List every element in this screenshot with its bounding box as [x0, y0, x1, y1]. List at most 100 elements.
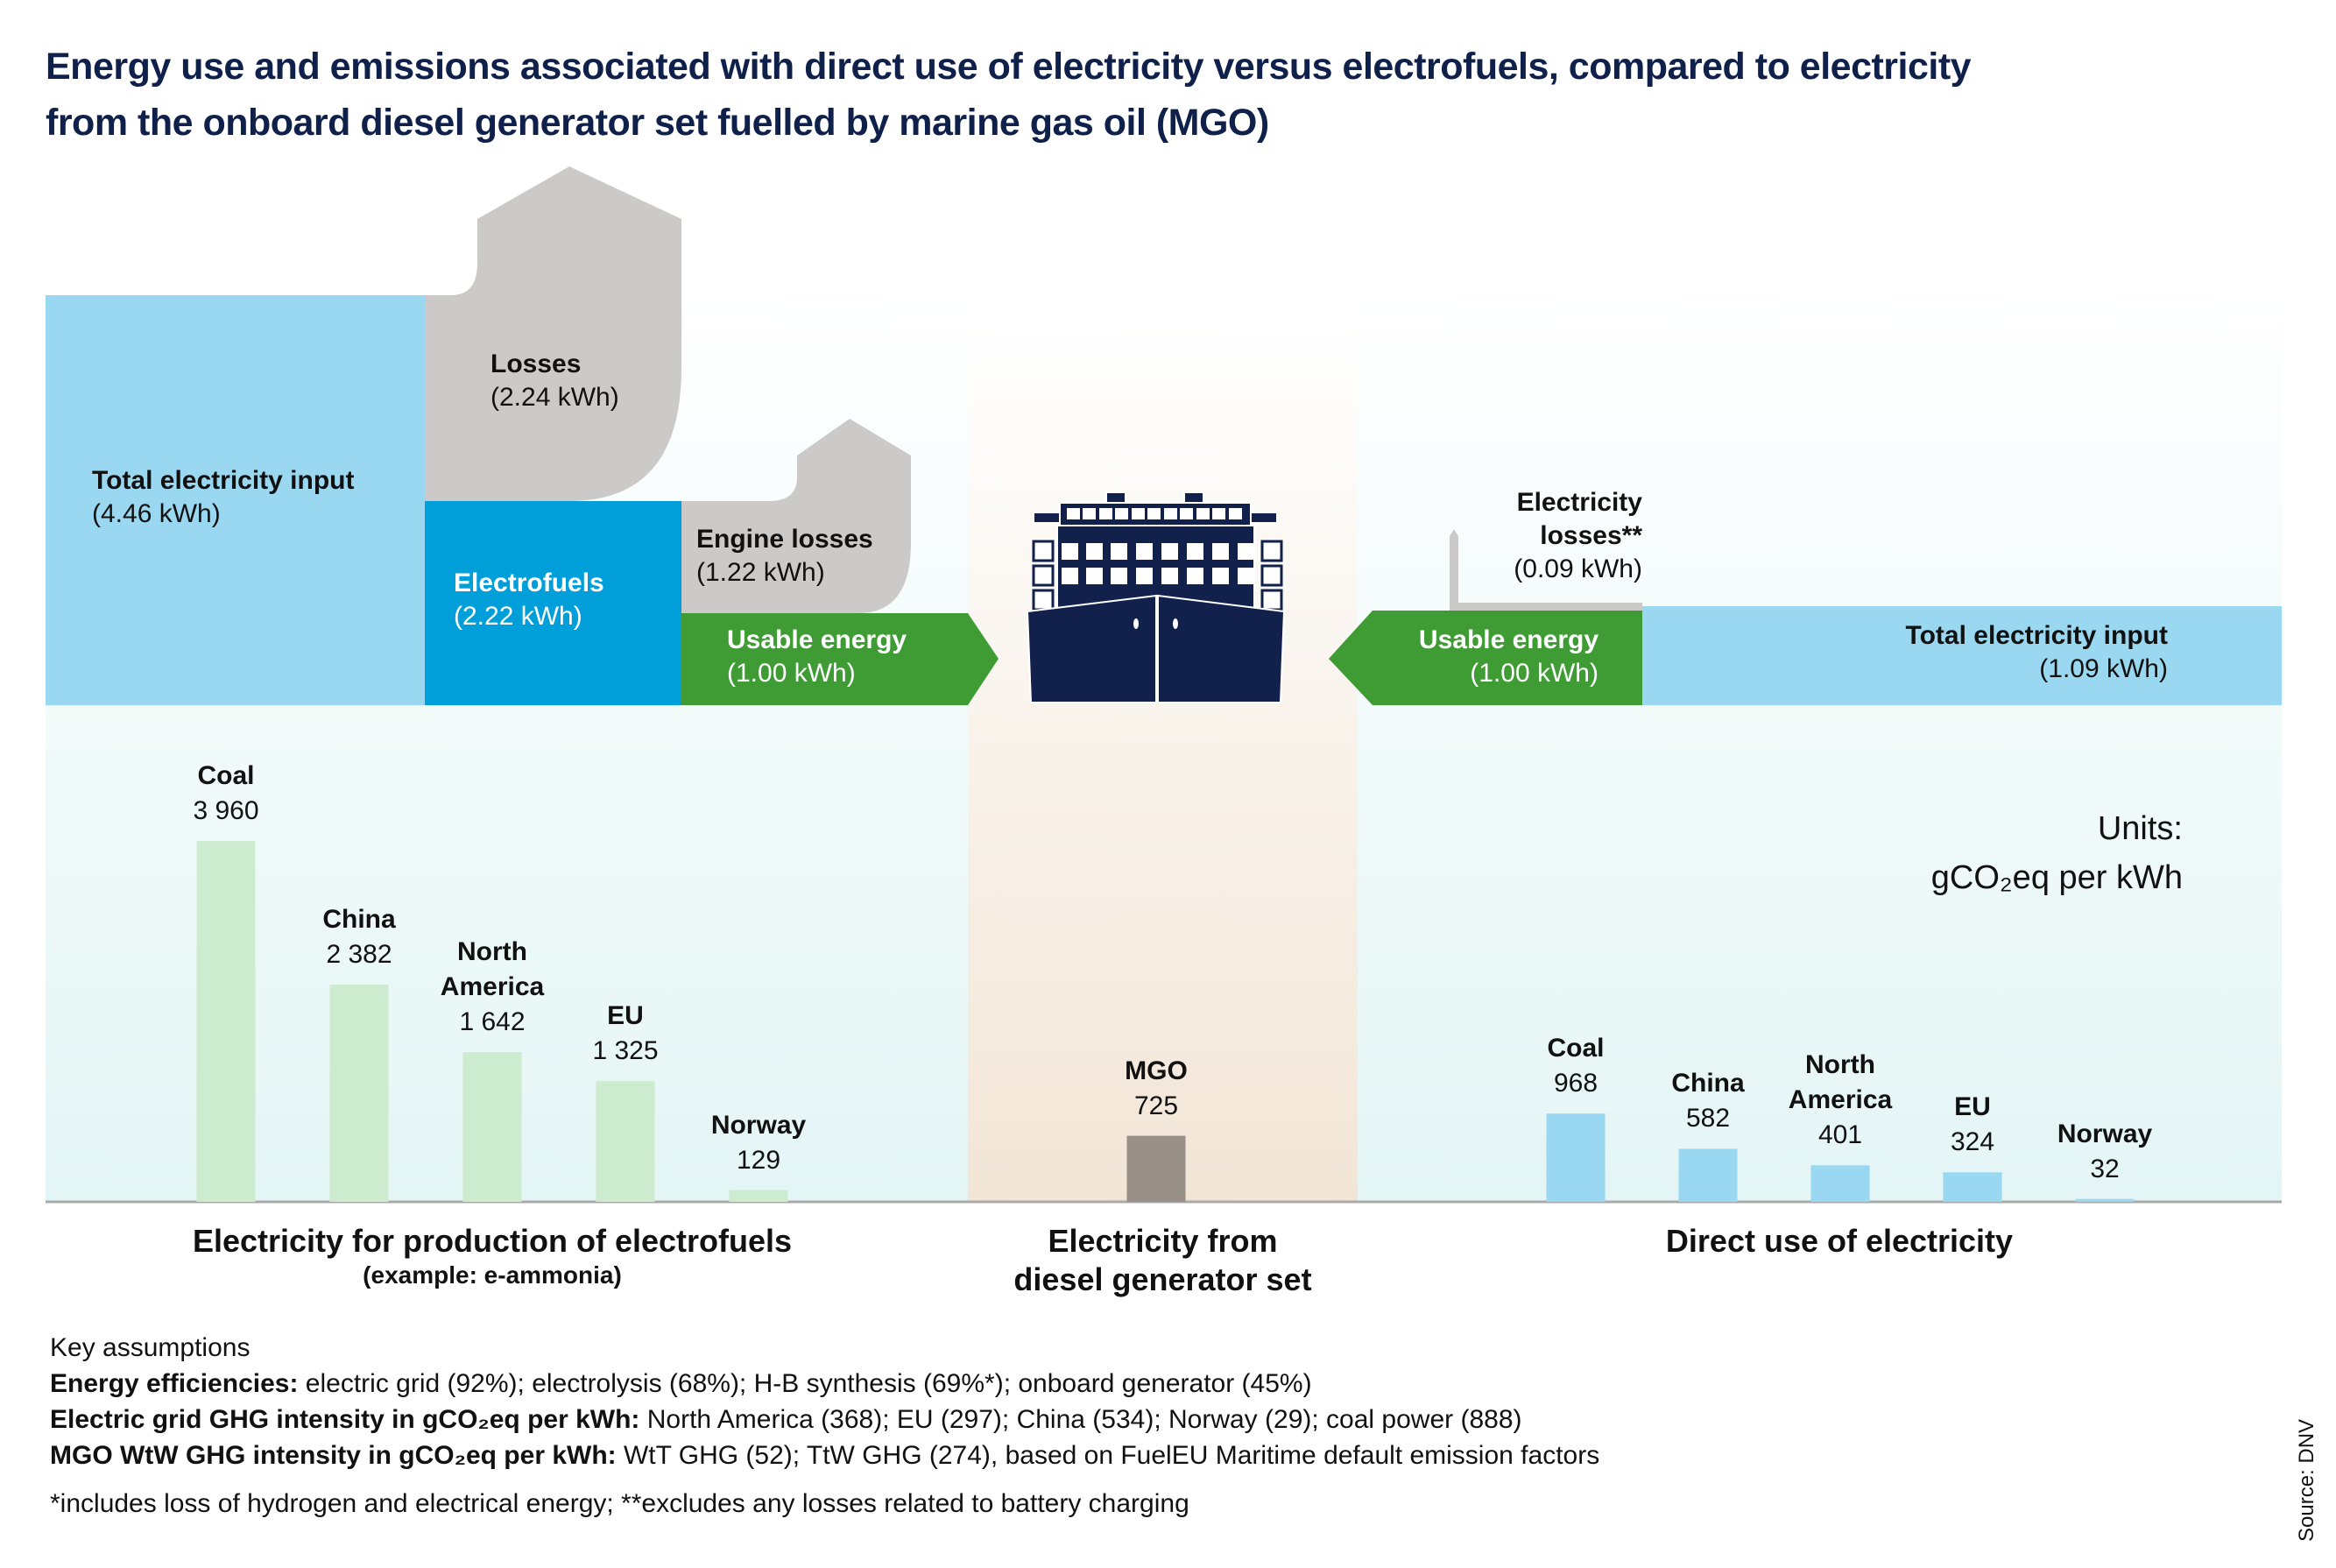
bar-category-label: Coal [197, 761, 255, 790]
chart-title-line1: Energy use and emissions associated with… [46, 46, 1972, 88]
bar-china [329, 985, 389, 1202]
label-total-input-value: (4.46 kWh) [92, 499, 221, 528]
bar-label: China 582 [1620, 1066, 1796, 1136]
source-label: Source: DNV [2295, 1418, 2318, 1542]
bar-category-label: Norway [710, 1110, 807, 1140]
bar-category-label: China [322, 905, 396, 935]
label-usable-left-name: Usable energy [727, 625, 907, 654]
flow-engine-losses-arrow [681, 419, 911, 613]
label-direct-total-input-value: (1.09 kWh) [2039, 654, 2168, 683]
bar-label: North America 401 [1753, 1048, 1928, 1153]
label-total-input: Total electricity input (4.46 kWh) [92, 464, 355, 531]
label-electrofuels-name: Electrofuels [454, 569, 604, 597]
flow-usable-arrow-left [681, 613, 999, 705]
section-electrofuels: Electricity for production of electrofue… [46, 1222, 939, 1290]
bar-value-label: 968 [1553, 1069, 1599, 1098]
key-assumptions-heading: Key assumptions [50, 1333, 251, 1362]
bar-category-label: MGO [1125, 1056, 1188, 1085]
bar-value-label: 582 [1685, 1104, 1731, 1134]
bar-category-label: America [1788, 1085, 1893, 1115]
bar-coal [1546, 1113, 1606, 1202]
key-assumptions: Key assumptions Energy efficiencies: ele… [50, 1330, 2152, 1473]
panel-diesel [968, 324, 1358, 1202]
assumption-row-label: MGO WtW GHG intensity in gCO₂eq per kWh: [50, 1441, 617, 1470]
bar-value-label: 3 960 [193, 796, 259, 825]
label-electrofuels: Electrofuels (2.22 kWh) [454, 567, 604, 633]
bar-china [1678, 1148, 1738, 1202]
label-direct-total-input: Total electricity input (1.09 kWh) [1839, 619, 2169, 686]
label-direct-total-input-name: Total electricity input [1905, 621, 2169, 650]
flow-usable-arrow-right [1329, 611, 1642, 705]
bar-label: EU 324 [1885, 1090, 2060, 1160]
bar-norway [729, 1190, 788, 1202]
label-usable-right-value: (1.00 kWh) [1470, 659, 1599, 688]
bar-value-label: 129 [736, 1145, 781, 1175]
section-direct-title: Direct use of electricity [1665, 1223, 2014, 1259]
label-engine-losses-name: Engine losses [696, 525, 873, 554]
bar-eu [596, 1081, 655, 1202]
footnote: *includes loss of hydrogen and electrica… [50, 1489, 1189, 1518]
label-direct-losses-line1: Electricity [1516, 488, 1642, 517]
assumption-row-label: Energy efficiencies: [50, 1369, 299, 1398]
label-usable-right-name: Usable energy [1418, 625, 1599, 654]
label-engine-losses-value: (1.22 kWh) [696, 558, 825, 587]
assumption-row: Energy efficiencies: electric grid (92%)… [50, 1366, 2152, 1402]
bar-label: EU 1 325 [538, 999, 713, 1069]
units-line1: Units: [2097, 810, 2183, 847]
bar-category-label: Norway [2057, 1119, 2153, 1148]
bar-group [196, 841, 2135, 1202]
bar-north-america [462, 1052, 522, 1202]
assumption-row-label: Electric grid GHG intensity in gCO₂eq pe… [50, 1405, 640, 1434]
bar-category-label: North [1805, 1050, 1875, 1080]
label-direct-losses-value: (0.09 kWh) [1514, 554, 1642, 583]
chart-title: Energy use and emissions associated with… [46, 39, 2288, 151]
label-usable-left: Usable energy (1.00 kWh) [727, 624, 907, 690]
flow-total-input-block [46, 295, 425, 705]
label-direct-losses-line2: losses** [1540, 521, 1642, 550]
bar-label: China 2 382 [272, 902, 447, 972]
section-electrofuels-title: Electricity for production of electrofue… [192, 1223, 793, 1259]
bar-coal [196, 841, 256, 1202]
bar-value-label: 1 325 [592, 1036, 659, 1066]
bar-value-label: 401 [1817, 1120, 1863, 1150]
assumption-row-text: North America (368); EU (297); China (53… [639, 1405, 1522, 1434]
bar-eu [1943, 1172, 2002, 1202]
flow-direct-total-input-block [1642, 606, 2282, 705]
bar-value-label: 32 [2090, 1154, 2120, 1183]
section-electrofuels-subtitle: (example: e-ammonia) [363, 1261, 622, 1289]
panel-direct [1358, 289, 2282, 1202]
assumption-row-text: WtT GHG (52); TtW GHG (274), based on Fu… [616, 1441, 1600, 1470]
bar-category-label: Coal [1547, 1034, 1605, 1063]
assumption-row-text: electric grid (92%); electrolysis (68%);… [298, 1369, 1312, 1398]
assumption-row: MGO WtW GHG intensity in gCO₂eq per kWh:… [50, 1437, 2152, 1473]
bar-value-label: 2 382 [326, 940, 392, 970]
section-diesel: Electricity from diesel generator set [968, 1222, 1358, 1299]
label-direct-losses: Electricity losses** (0.09 kWh) [1489, 486, 1642, 586]
label-electrofuels-value: (2.22 kWh) [454, 602, 582, 631]
bar-north-america [1810, 1165, 1870, 1202]
bar-category-label: America [440, 972, 545, 1002]
label-engine-losses: Engine losses (1.22 kWh) [696, 523, 873, 590]
bar-value-label: 324 [1950, 1127, 1995, 1157]
flow-losses-arrow [425, 166, 681, 501]
label-usable-left-value: (1.00 kWh) [727, 659, 856, 688]
label-usable-right: Usable energy (1.00 kWh) [1366, 624, 1599, 690]
container-ship-icon [1026, 491, 1286, 703]
bar-label: MGO 725 [1069, 1054, 1244, 1124]
bar-value-label: 725 [1133, 1091, 1179, 1120]
bar-norway [2075, 1198, 2135, 1202]
flow-electrofuels-block [425, 501, 681, 705]
units-line2: gCO₂eq per kWh [1930, 859, 2183, 896]
bar-label: Norway 32 [2017, 1117, 2192, 1187]
bar-label: Norway 129 [671, 1108, 846, 1178]
section-diesel-line2: diesel generator set [1013, 1261, 1312, 1297]
label-losses-value: (2.24 kWh) [490, 383, 619, 412]
section-direct: Direct use of electricity [1358, 1222, 2321, 1261]
bar-value-label: 1 642 [459, 1007, 526, 1037]
bar-category-label: EU [607, 1001, 644, 1031]
bar-label: North America 1 642 [405, 935, 580, 1040]
bar-mgo [1126, 1135, 1186, 1202]
bar-category-label: EU [1954, 1092, 1991, 1122]
label-total-input-name: Total electricity input [92, 466, 355, 495]
